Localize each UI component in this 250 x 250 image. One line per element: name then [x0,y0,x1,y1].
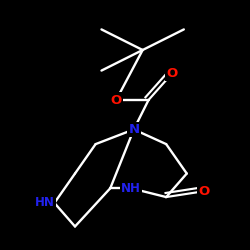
Text: N: N [128,123,140,136]
Text: O: O [166,67,178,80]
Text: O: O [199,185,210,198]
Text: NH: NH [121,182,141,195]
Text: HN: HN [34,196,54,209]
Text: O: O [110,94,122,106]
